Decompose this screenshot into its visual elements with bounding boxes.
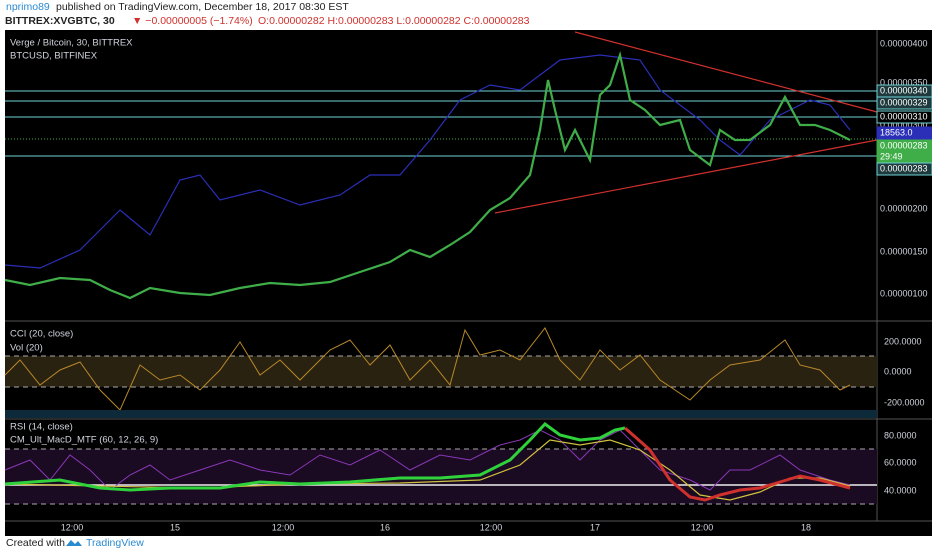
price-marker-label: 0.00000283 xyxy=(880,163,928,173)
pane-title: Verge / Bitcoin, 30, BITTREX xyxy=(10,38,133,49)
price-marker-label: 0.00000283 xyxy=(880,140,928,150)
price-marker xyxy=(876,126,932,140)
cci-label: 200.0000 xyxy=(884,336,922,346)
volume xyxy=(5,410,877,418)
time-label: 18 xyxy=(801,522,811,532)
price-label: 0.00000150 xyxy=(880,246,928,256)
footer-text: Created with xyxy=(6,537,65,549)
cci-line xyxy=(4,327,851,411)
published: published on TradingView.com, December 1… xyxy=(56,1,349,13)
cci-label: 0.0000 xyxy=(884,366,912,376)
pane-title: RSI (14, close) xyxy=(10,422,73,433)
price-marker xyxy=(876,110,932,124)
price-label: 0.00000100 xyxy=(880,288,928,298)
symbol: BITTREX:XVGBTC, 30 xyxy=(5,15,115,27)
trend-line[interactable] xyxy=(494,139,878,214)
price-marker-label: 0.00000329 xyxy=(880,97,928,107)
price-marker-label: 0.00000340 xyxy=(880,85,928,95)
change: ▼ −0.00000005 (−1.74%) xyxy=(132,15,253,27)
pane-overlay: CM_Ult_MacD_MTF (60, 12, 26, 9) xyxy=(10,435,158,446)
macd-line-falling xyxy=(624,426,851,502)
price-line xyxy=(4,50,851,300)
levels xyxy=(5,90,877,157)
pane-overlay: BTCUSD, BITFINEX xyxy=(10,51,98,62)
time-label: 12:00 xyxy=(272,522,295,532)
price-label: 0.00000400 xyxy=(880,38,928,48)
price-marker-label: 29:49 xyxy=(880,151,903,161)
time-label: 12:00 xyxy=(61,522,84,532)
time-label: 17 xyxy=(590,522,600,532)
price-label: 0.00000300 xyxy=(880,119,928,129)
footer-brand[interactable]: TradingView xyxy=(86,537,144,549)
price-label: 0.00000200 xyxy=(880,203,928,213)
pane-title: CCI (20, close) xyxy=(10,329,73,340)
rsi-line xyxy=(4,429,851,491)
rsi-label: 40.0000 xyxy=(884,485,917,495)
price-marker xyxy=(876,162,932,176)
rsi-label: 80.0000 xyxy=(884,430,917,440)
cci-band xyxy=(5,356,877,387)
time-label: 12:00 xyxy=(480,522,503,532)
pane-overlay: Vol (20) xyxy=(10,343,43,354)
trend-line[interactable] xyxy=(574,31,878,113)
time-label: 16 xyxy=(380,522,390,532)
price-marker xyxy=(876,96,932,110)
price-marker-label: 18563.0 xyxy=(880,127,913,137)
author[interactable]: nprimo89 xyxy=(6,1,50,13)
time-label: 12:00 xyxy=(691,522,714,532)
ohlc: O:0.00000282 H:0.00000283 L:0.00000282 C… xyxy=(258,15,530,27)
footer xyxy=(0,536,932,550)
macd-line xyxy=(4,422,626,492)
tv-logo xyxy=(66,540,82,546)
price-marker-label: 0.00000310 xyxy=(880,111,928,121)
cci-label: -200.0000 xyxy=(884,397,925,407)
rsi-label: 60.0000 xyxy=(884,457,917,467)
price-label: 0.00000350 xyxy=(880,77,928,87)
time-label: 15 xyxy=(170,522,180,532)
btc-line xyxy=(4,54,851,269)
